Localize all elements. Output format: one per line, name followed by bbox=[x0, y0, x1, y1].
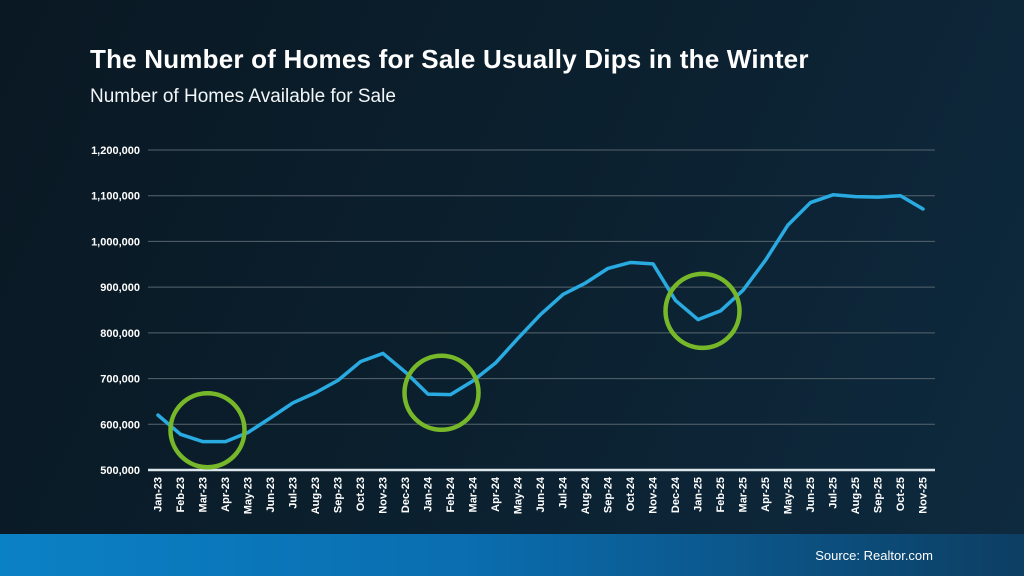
x-tick-label: Apr-25 bbox=[760, 477, 772, 512]
source-text: Source: Realtor.com bbox=[815, 547, 933, 563]
y-tick-label: 600,000 bbox=[100, 419, 140, 431]
source-bar: Source: Realtor.com bbox=[0, 534, 1024, 576]
x-tick-label: Oct-24 bbox=[625, 476, 637, 511]
annotation-circle-winter-dip-2023 bbox=[168, 390, 247, 470]
y-tick-label: 700,000 bbox=[100, 374, 140, 386]
x-tick-label: Jan-25 bbox=[693, 477, 705, 512]
x-tick-label: May-23 bbox=[243, 477, 255, 514]
y-tick-label: 500,000 bbox=[100, 465, 140, 477]
y-tick-label: 1,000,000 bbox=[91, 236, 140, 248]
x-tick-label: Aug-24 bbox=[580, 476, 592, 514]
x-tick-label: Feb-24 bbox=[445, 476, 457, 512]
x-tick-label: Jun-24 bbox=[535, 476, 547, 512]
x-tick-label: Aug-23 bbox=[310, 477, 322, 514]
page-title: The Number of Homes for Sale Usually Dip… bbox=[90, 44, 809, 74]
x-tick-label: Feb-23 bbox=[175, 477, 187, 512]
x-tick-label: Feb-25 bbox=[715, 477, 727, 512]
x-tick-label: Mar-23 bbox=[198, 477, 210, 512]
x-tick-label: Mar-25 bbox=[738, 477, 750, 512]
x-tick-label: Oct-25 bbox=[895, 477, 907, 511]
x-tick-label: Oct-23 bbox=[355, 477, 367, 511]
x-tick-label: Jan-24 bbox=[423, 476, 435, 512]
annotation-circle-winter-dip-2025 bbox=[663, 271, 742, 351]
x-tick-label: Jan-23 bbox=[153, 477, 165, 512]
x-tick-label: Jul-25 bbox=[828, 477, 840, 509]
y-tick-label: 900,000 bbox=[100, 282, 140, 294]
x-tick-label: Sep-24 bbox=[603, 476, 615, 513]
x-tick-label: Jun-23 bbox=[265, 477, 277, 512]
x-tick-label: Sep-25 bbox=[873, 477, 885, 513]
x-tick-label: Apr-23 bbox=[220, 477, 232, 512]
x-tick-label: Jul-23 bbox=[288, 477, 300, 509]
x-tick-label: Jun-25 bbox=[805, 477, 817, 512]
x-tick-label: Nov-24 bbox=[648, 476, 660, 514]
x-tick-label: Dec-24 bbox=[670, 476, 682, 513]
x-tick-label: Dec-23 bbox=[400, 477, 412, 513]
x-tick-label: Nov-23 bbox=[378, 477, 390, 514]
x-tick-label: Apr-24 bbox=[490, 476, 502, 512]
y-tick-label: 1,200,000 bbox=[91, 145, 140, 157]
x-tick-label: Nov-25 bbox=[918, 477, 930, 514]
y-tick-label: 1,100,000 bbox=[91, 191, 140, 203]
annotation-circle-winter-dip-2024 bbox=[402, 353, 481, 432]
homes-available-series-line bbox=[156, 193, 925, 444]
x-tick-label: May-25 bbox=[783, 477, 795, 514]
x-tick-label: Sep-23 bbox=[333, 477, 345, 513]
x-tick-label: Aug-25 bbox=[850, 477, 862, 514]
x-tick-label: Jul-24 bbox=[558, 476, 570, 509]
x-tick-label: May-24 bbox=[513, 476, 525, 514]
chart-subtitle: Number of Homes Available for Sale bbox=[90, 86, 396, 107]
x-tick-label: Mar-24 bbox=[468, 476, 480, 512]
y-tick-label: 800,000 bbox=[100, 328, 140, 340]
